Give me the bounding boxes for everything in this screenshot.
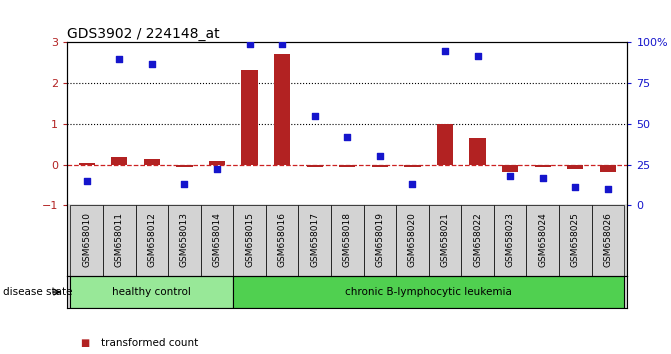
Bar (274, 54, 291, 165)
Bar (535, 165, 551, 167)
Point (81, 178, 92, 184)
Text: GSM658013: GSM658013 (180, 212, 189, 267)
Bar (144, 159, 160, 165)
Text: GSM658018: GSM658018 (343, 212, 352, 267)
Point (407, 181, 418, 187)
Text: GSM658017: GSM658017 (310, 212, 319, 267)
Text: GDS3902 / 224148_at: GDS3902 / 224148_at (67, 28, 219, 41)
Bar (339, 165, 356, 167)
Text: GSM658010: GSM658010 (82, 212, 91, 267)
Text: GSM658025: GSM658025 (571, 212, 580, 267)
Point (603, 186, 613, 192)
Bar (470, 138, 486, 165)
Bar (234, 276, 624, 308)
Bar (209, 161, 225, 165)
Point (309, 113, 320, 119)
Text: GSM658021: GSM658021 (440, 212, 450, 267)
Bar (136, 205, 168, 276)
Point (440, 48, 450, 53)
Text: healthy control: healthy control (112, 287, 191, 297)
Text: GSM658011: GSM658011 (115, 212, 123, 267)
Point (244, 41, 255, 47)
Point (211, 167, 222, 172)
Text: GSM658016: GSM658016 (278, 212, 287, 267)
Bar (364, 205, 396, 276)
Text: GSM658023: GSM658023 (506, 212, 515, 267)
Bar (70, 276, 234, 308)
Bar (111, 157, 127, 165)
Point (276, 41, 287, 47)
Bar (307, 165, 323, 167)
Bar (494, 205, 527, 276)
Bar (592, 205, 624, 276)
Point (374, 154, 385, 159)
Text: chronic B-lymphocytic leukemia: chronic B-lymphocytic leukemia (346, 287, 512, 297)
Point (505, 173, 515, 179)
Bar (502, 165, 518, 172)
Point (472, 53, 483, 58)
Bar (437, 124, 453, 165)
Point (179, 181, 190, 187)
Bar (527, 205, 559, 276)
Text: GSM658019: GSM658019 (375, 212, 384, 267)
Text: GSM658015: GSM658015 (245, 212, 254, 267)
Text: GSM658014: GSM658014 (213, 212, 221, 267)
Bar (372, 165, 388, 167)
Bar (168, 205, 201, 276)
Text: GSM658026: GSM658026 (603, 212, 613, 267)
Point (146, 61, 157, 67)
Point (114, 56, 125, 62)
Bar (79, 162, 95, 165)
Text: disease state: disease state (3, 287, 73, 297)
Text: ■: ■ (81, 338, 90, 348)
Bar (567, 165, 583, 169)
Bar (234, 205, 266, 276)
Bar (70, 205, 103, 276)
Text: GSM658022: GSM658022 (473, 212, 482, 267)
Text: GSM658024: GSM658024 (538, 212, 547, 267)
Bar (404, 165, 421, 167)
Bar (103, 205, 136, 276)
Bar (331, 205, 364, 276)
Bar (299, 205, 331, 276)
Bar (396, 205, 429, 276)
Text: GSM658020: GSM658020 (408, 212, 417, 267)
Bar (600, 165, 616, 172)
Bar (429, 205, 461, 276)
Point (342, 134, 353, 140)
Bar (461, 205, 494, 276)
Text: transformed count: transformed count (101, 338, 198, 348)
Point (570, 184, 580, 190)
Bar (201, 205, 234, 276)
Bar (559, 205, 592, 276)
Bar (242, 70, 258, 165)
Bar (266, 205, 299, 276)
Point (537, 175, 548, 181)
Text: GSM658012: GSM658012 (148, 212, 156, 267)
Bar (176, 165, 193, 167)
